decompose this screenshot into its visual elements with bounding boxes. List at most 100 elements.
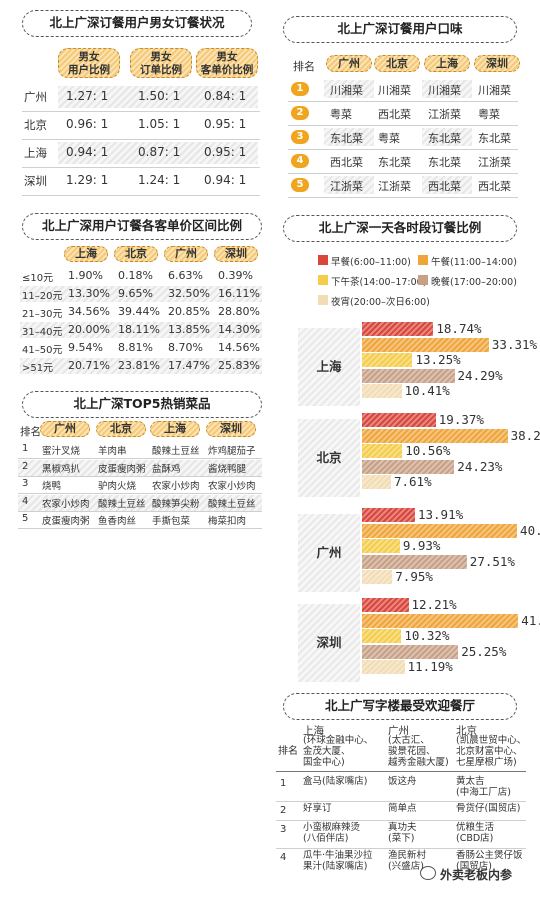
gender-value: 1.27: 1 bbox=[66, 89, 109, 103]
office-city-sub: (凯晨世贸中心、 北京财富中心、 七星摩根广场) bbox=[456, 735, 527, 768]
bar-value-label: 19.37% bbox=[438, 412, 484, 427]
bar-value-label: 13.25% bbox=[415, 352, 461, 367]
gender-value: 1.29: 1 bbox=[66, 173, 109, 187]
taste-cell-bg bbox=[422, 128, 472, 146]
taste-cell: 东北菜 bbox=[428, 156, 461, 169]
office-title: 北上广写字楼最受欢迎餐厅 bbox=[283, 693, 517, 720]
price-value: 0.18% bbox=[118, 269, 153, 282]
gender-city: 北京 bbox=[24, 118, 47, 132]
taste-city-header: 深圳 bbox=[474, 55, 520, 72]
price-value: 16.11% bbox=[218, 287, 260, 300]
row-divider bbox=[276, 771, 526, 772]
price-value: 28.80% bbox=[218, 305, 260, 318]
gender-value: 0.87: 1 bbox=[138, 145, 181, 159]
row-divider bbox=[18, 510, 262, 512]
taste-rank-header: 排名 bbox=[293, 60, 315, 73]
gender-value: 0.84: 1 bbox=[204, 89, 247, 103]
legend-swatch bbox=[418, 275, 428, 285]
top5-dish: 农家小炒肉 bbox=[152, 481, 200, 492]
bar-segment bbox=[362, 598, 409, 612]
price-row-bg bbox=[20, 286, 262, 302]
bar-segment bbox=[362, 629, 402, 643]
taste-cell-bg bbox=[324, 176, 374, 194]
top5-dish: 梅菜扣肉 bbox=[208, 516, 247, 527]
price-value: 8.70% bbox=[168, 341, 203, 354]
top5-rank: 5 bbox=[22, 513, 29, 524]
row-divider bbox=[288, 149, 518, 150]
legend-label: 晚餐(17:00–20:00) bbox=[431, 277, 517, 288]
taste-cell: 西北菜 bbox=[428, 180, 461, 193]
top5-rank: 2 bbox=[22, 460, 29, 472]
bar-value-label: 38.23% bbox=[510, 427, 540, 443]
bar-value-label: 12.21% bbox=[411, 597, 457, 612]
bar-segment bbox=[362, 428, 508, 443]
price-value: 34.56% bbox=[68, 305, 110, 318]
bar-value-label: 7.95% bbox=[395, 569, 433, 584]
top5-city-header: 广州 bbox=[40, 421, 90, 437]
office-restaurant: 香肠公主煲仔饭 (国贸店) bbox=[456, 850, 523, 872]
bar-value-label: 24.23% bbox=[457, 458, 503, 474]
row-divider bbox=[288, 101, 518, 102]
bar-value-label: 25.25% bbox=[461, 643, 507, 659]
office-restaurant: 饭这舟 bbox=[388, 776, 417, 787]
legend-label: 午餐(11:00–14:00) bbox=[431, 257, 517, 268]
gender-value: 1.05: 1 bbox=[138, 117, 181, 131]
price-value: 20.71% bbox=[68, 359, 110, 372]
top5-dish: 皮蛋瘦肉粥 bbox=[42, 516, 90, 527]
price-range: 11–20元 bbox=[22, 291, 63, 302]
price-value: 39.44% bbox=[118, 305, 160, 318]
office-restaurant: 黄太吉 (中海工厂店) bbox=[456, 776, 511, 798]
price-value: 14.30% bbox=[218, 323, 260, 336]
price-value: 18.11% bbox=[118, 323, 160, 336]
bar-segment bbox=[362, 570, 393, 584]
legend-swatch bbox=[418, 255, 428, 265]
taste-cell-bg bbox=[324, 128, 374, 146]
price-value: 13.85% bbox=[168, 323, 210, 336]
office-restaurant: 瓜牛·牛油果沙拉 果汁(陆家嘴店) bbox=[303, 850, 373, 872]
bar-value-label: 10.56% bbox=[405, 443, 451, 458]
price-range: ≤10元 bbox=[22, 273, 54, 284]
office-city-header: 上海 bbox=[303, 725, 324, 737]
price-value: 32.50% bbox=[168, 287, 210, 300]
bar-value-label: 24.29% bbox=[457, 367, 503, 383]
legend-label: 下午茶(14:00–17:00) bbox=[331, 277, 427, 288]
bar-segment bbox=[362, 384, 402, 398]
taste-cell: 粤菜 bbox=[478, 108, 500, 121]
taste-cell-bg bbox=[324, 80, 374, 98]
gender-value: 0.96: 1 bbox=[66, 117, 109, 131]
top5-dish: 炸鸡腿茄子 bbox=[208, 446, 256, 457]
taste-cell: 东北菜 bbox=[428, 132, 461, 145]
taste-cell: 川湘菜 bbox=[478, 84, 511, 97]
price-city-header: 北京 bbox=[114, 246, 158, 262]
row-divider bbox=[18, 458, 262, 459]
gender-title: 北上广深订餐用户男女订餐状况 bbox=[22, 10, 252, 37]
legend-swatch bbox=[318, 295, 328, 305]
taste-cell: 川湘菜 bbox=[378, 84, 411, 97]
top5-dish: 酱烧鸭腿 bbox=[208, 463, 247, 475]
price-range: 41–50元 bbox=[22, 345, 63, 356]
bar-segment bbox=[362, 523, 518, 538]
price-value: 9.65% bbox=[118, 287, 153, 300]
taste-city-header: 北京 bbox=[374, 55, 420, 72]
office-city-header: 广州 bbox=[388, 725, 409, 737]
price-range: 21–30元 bbox=[22, 309, 63, 320]
office-rank: 3 bbox=[280, 824, 287, 835]
row-divider bbox=[18, 475, 262, 477]
gender-city: 深圳 bbox=[24, 174, 47, 188]
office-restaurant: 小蛮椒麻辣烫 (八佰伴店) bbox=[303, 822, 361, 844]
taste-cell: 川湘菜 bbox=[428, 84, 461, 97]
row-divider bbox=[22, 139, 260, 140]
bar-value-label: 27.51% bbox=[469, 553, 515, 569]
bar-value-label: 40.70% bbox=[520, 522, 540, 538]
office-city-header: 北京 bbox=[456, 725, 477, 737]
bar-segment bbox=[362, 459, 455, 474]
gender-city: 广州 bbox=[24, 90, 47, 104]
taste-cell: 江浙菜 bbox=[478, 156, 511, 169]
office-rank: 1 bbox=[280, 778, 287, 789]
bar-segment bbox=[362, 644, 459, 659]
top5-dish: 酸辣笋尖粉 bbox=[152, 498, 200, 510]
taste-city-header: 上海 bbox=[424, 55, 470, 72]
office-restaurant: 好享订 bbox=[303, 803, 332, 814]
price-value: 25.83% bbox=[218, 359, 260, 372]
top5-dish: 羊肉串 bbox=[98, 446, 127, 457]
